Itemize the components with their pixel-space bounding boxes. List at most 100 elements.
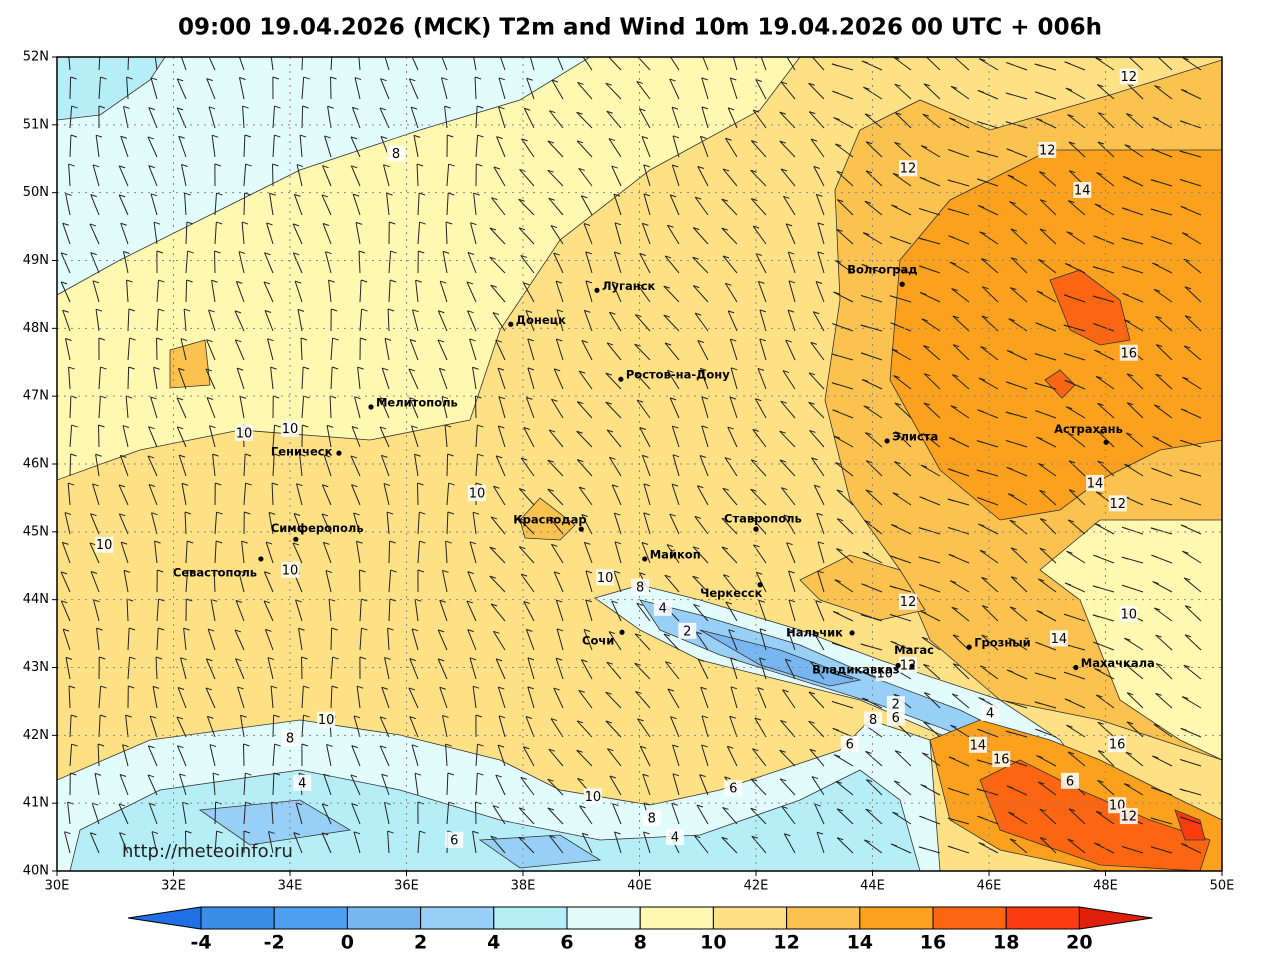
contour-label: 10 <box>282 563 299 578</box>
wind-barb <box>606 54 612 56</box>
city-dot <box>1103 440 1108 445</box>
contour-label: 10 <box>597 571 614 586</box>
colorbar-segment <box>201 907 274 929</box>
city-label: Донецк <box>516 313 566 327</box>
city-dot <box>258 556 263 561</box>
contour-label: 12 <box>900 595 917 610</box>
wind-barb <box>100 48 106 50</box>
title: 09:00 19.04.2026 (MCK) T2m and Wind 10m … <box>178 15 1102 41</box>
colorbar-label: 8 <box>634 932 647 954</box>
y-tick-label: 46N <box>23 457 49 472</box>
colorbar-label: 10 <box>700 932 726 954</box>
wind-barb <box>417 483 418 505</box>
city-label: Волгоград <box>847 263 917 277</box>
contour-label: 6 <box>729 782 737 797</box>
wind-barb <box>809 54 815 56</box>
wind-barb <box>215 802 216 824</box>
city-label: Мелитополь <box>376 396 458 410</box>
wind-barb <box>383 49 389 51</box>
contour-label: 14 <box>970 738 987 753</box>
colorbar-segment <box>1006 907 1079 929</box>
colorbar-segment <box>787 907 860 929</box>
wind-barb <box>179 49 185 51</box>
wind-barb <box>447 454 448 476</box>
contour-label: 10 <box>318 713 335 728</box>
city-dot <box>642 556 647 561</box>
city-label: Грозный <box>974 636 1031 650</box>
colorbar-segment <box>860 907 933 929</box>
city-label: Махачкала <box>1081 656 1155 670</box>
colorbar-segment <box>640 907 713 929</box>
wind-barb <box>70 77 71 99</box>
wind-barb <box>635 54 641 56</box>
contour-label: 10 <box>236 426 253 441</box>
city-dot <box>618 377 623 382</box>
wind-barb <box>667 52 673 54</box>
colorbar-label: 18 <box>993 932 1019 954</box>
wind-barb <box>498 49 504 51</box>
city-label: Ростов-на-Дону <box>626 368 730 382</box>
wind-barb <box>68 48 74 50</box>
wind-barb <box>237 49 243 51</box>
contour-label: 8 <box>648 812 656 827</box>
colorbar-label: -4 <box>190 932 211 954</box>
y-tick-label: 45N <box>23 524 49 539</box>
wind-barb <box>332 48 338 50</box>
city-label: Луганск <box>602 279 656 293</box>
city-label: Севастополь <box>173 565 257 579</box>
contour-label: 16 <box>993 753 1010 768</box>
contour-label: 8 <box>286 732 294 747</box>
city-label: Астрахань <box>1054 422 1123 436</box>
contour-label: 12 <box>1121 810 1138 825</box>
colorbar-arrow <box>128 907 201 929</box>
wind-barb <box>783 51 789 53</box>
y-tick-label: 50N <box>23 185 49 200</box>
wind-barb <box>439 49 445 51</box>
y-tick-label: 40N <box>23 864 49 879</box>
city-dot <box>967 645 972 650</box>
contour-label: 14 <box>1087 476 1104 491</box>
contour-label: 14 <box>1074 183 1091 198</box>
contour-label: 10 <box>1121 607 1138 622</box>
city-dot <box>753 527 758 532</box>
city-dot <box>594 288 599 293</box>
city-label: Черкесск <box>700 586 763 600</box>
city-label: Майкоп <box>650 547 701 561</box>
y-tick-label: 44N <box>23 592 49 607</box>
colorbar-segment <box>347 907 420 929</box>
city-label: Элиста <box>892 429 938 443</box>
x-tick-label: 42E <box>744 879 769 894</box>
contour-label: 2 <box>683 624 691 639</box>
wind-barb <box>475 396 476 418</box>
city-dot <box>579 527 584 532</box>
wind-barb <box>186 280 187 302</box>
x-tick-label: 36E <box>394 879 419 894</box>
contour-label: 4 <box>986 706 994 721</box>
wind-barb <box>273 715 274 737</box>
wind-barb <box>270 48 276 50</box>
contour-label: 6 <box>1066 774 1074 789</box>
contour-label: 8 <box>636 580 644 595</box>
x-tick-label: 30E <box>45 879 70 894</box>
wind-barb <box>303 48 309 50</box>
y-tick-label: 43N <box>23 660 49 675</box>
city-dot <box>508 322 513 327</box>
wind-barb <box>731 49 737 51</box>
wind-barb <box>528 49 534 51</box>
contour-label: 4 <box>659 601 667 616</box>
contour-label: 12 <box>1109 497 1126 512</box>
city-dot <box>850 630 855 635</box>
city-dot <box>884 438 889 443</box>
contour-label: 6 <box>846 738 854 753</box>
y-tick-label: 48N <box>23 321 49 336</box>
y-tick-label: 52N <box>23 50 49 65</box>
city-label: Краснодар <box>513 513 586 527</box>
colorbar-label: 16 <box>920 932 946 954</box>
y-tick-label: 41N <box>23 796 49 811</box>
x-tick-label: 46E <box>977 879 1002 894</box>
wind-barb <box>154 48 160 50</box>
contour-label: 8 <box>869 713 877 728</box>
wind-barb <box>70 454 71 476</box>
wind-barb <box>244 193 245 215</box>
